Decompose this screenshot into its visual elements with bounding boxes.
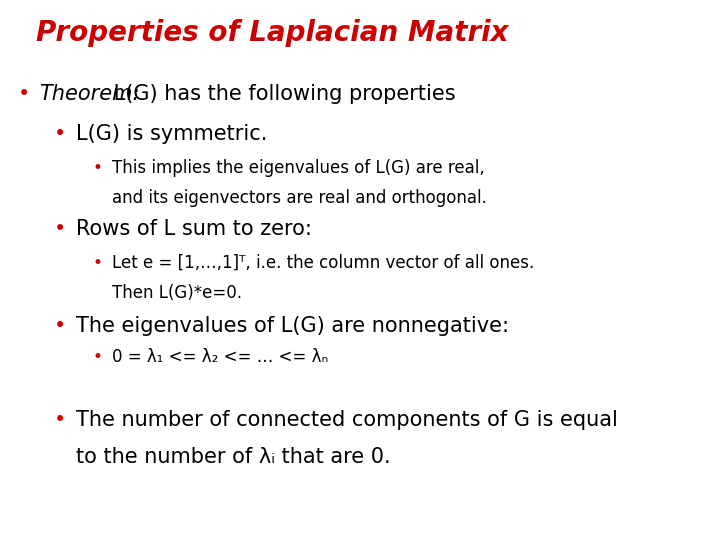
Text: •: • — [92, 254, 102, 272]
Text: L(G) has the following properties: L(G) has the following properties — [107, 84, 455, 104]
Text: •: • — [92, 159, 102, 177]
Text: to the number of λᵢ that are 0.: to the number of λᵢ that are 0. — [76, 447, 390, 467]
Text: •: • — [54, 410, 66, 430]
Text: Properties of Laplacian Matrix: Properties of Laplacian Matrix — [36, 19, 508, 47]
Text: This implies the eigenvalues of L(G) are real,: This implies the eigenvalues of L(G) are… — [112, 159, 485, 177]
Text: •: • — [54, 316, 66, 336]
Text: Rows of L sum to zero:: Rows of L sum to zero: — [76, 219, 312, 239]
Text: •: • — [54, 219, 66, 239]
Text: •: • — [92, 348, 102, 366]
Text: L(G) is symmetric.: L(G) is symmetric. — [76, 124, 267, 144]
Text: and its eigenvectors are real and orthogonal.: and its eigenvectors are real and orthog… — [112, 189, 487, 207]
Text: Then L(G)*e=0.: Then L(G)*e=0. — [112, 284, 242, 301]
Text: •: • — [18, 84, 30, 104]
Text: The number of connected components of G is equal: The number of connected components of G … — [76, 410, 618, 430]
Text: 0 = λ₁ <= λ₂ <= … <= λₙ: 0 = λ₁ <= λ₂ <= … <= λₙ — [112, 348, 328, 366]
Text: Theorem:: Theorem: — [40, 84, 140, 104]
Text: •: • — [54, 124, 66, 144]
Text: The eigenvalues of L(G) are nonnegative:: The eigenvalues of L(G) are nonnegative: — [76, 316, 508, 336]
Text: Let e = [1,…,1]ᵀ, i.e. the column vector of all ones.: Let e = [1,…,1]ᵀ, i.e. the column vector… — [112, 254, 534, 272]
